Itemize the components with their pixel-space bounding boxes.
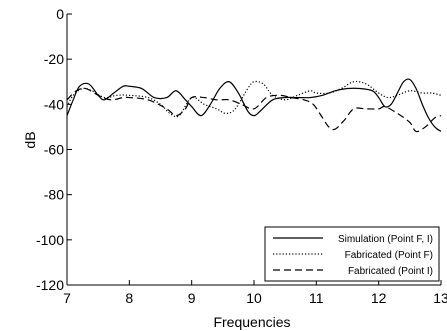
y-tick-label: 0 [56,6,64,22]
y-tick-label: -20 [44,51,64,67]
x-tick-label: 9 [188,290,196,306]
x-tick-label: 8 [125,290,133,306]
y-tick-label: -80 [44,187,64,203]
y-tick-label: -60 [44,142,64,158]
x-tick-label: 10 [246,290,262,306]
series-line-3 [66,87,442,133]
series-layer [66,78,442,133]
x-axis-label: Frequencies [213,314,290,330]
legend-label-3: Fabricated (Point I) [348,266,433,277]
y-tick-label: -40 [44,96,64,112]
y-tick-label: -120 [36,277,64,293]
legend: Simulation (Point F, I) Fabricated (Point… [264,226,440,282]
x-tick-label: 11 [309,290,324,306]
x-tick-label: 7 [63,290,71,306]
legend-box [264,226,440,282]
legend-label-1: Simulation (Point F, I) [338,234,433,245]
legend-label-2: Fabricated (Point F) [345,250,433,261]
y-tick-label: -100 [36,232,64,248]
series-line-1 [66,78,442,132]
x-tick-label: 12 [371,290,387,306]
y-axis-label: dB [22,131,38,148]
x-tick-label: 13 [433,290,447,306]
series-line-2 [66,80,442,118]
